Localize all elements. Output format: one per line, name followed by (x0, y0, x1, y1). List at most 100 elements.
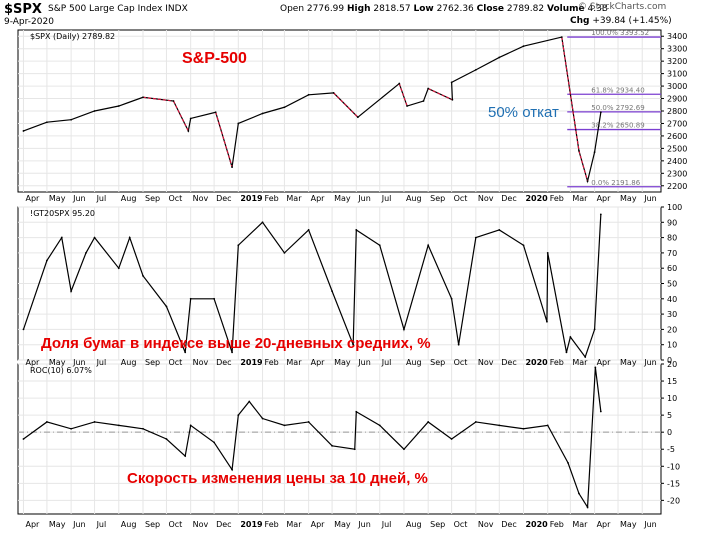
x-tick-label: Nov (478, 358, 494, 367)
data-point (213, 297, 216, 300)
x-tick-label: Nov (478, 194, 494, 203)
data-point (283, 252, 286, 254)
down-segment (333, 92, 359, 118)
y-tick-label: 20 (667, 325, 677, 334)
data-point (474, 236, 477, 239)
data-point (569, 336, 572, 338)
y-tick-label: 90 (667, 218, 677, 227)
y-tick-label: 10 (667, 394, 677, 403)
data-point (522, 45, 525, 48)
data-point (213, 441, 216, 444)
x-tick-label: May (49, 194, 66, 203)
x-tick-label: Feb (265, 520, 279, 529)
x-tick-label: 2019 (240, 194, 263, 203)
panel-label: $SPX (Daily) 2789.82 (30, 32, 115, 41)
data-point (85, 252, 87, 254)
x-tick-label: Jun (72, 194, 86, 203)
data-point (237, 122, 240, 125)
y-tick-label: -5 (667, 445, 675, 454)
data-point (70, 427, 73, 430)
x-tick-label: Feb (550, 358, 564, 367)
y-tick-label: 80 (667, 234, 677, 243)
x-tick-label: Feb (265, 358, 279, 367)
data-point (231, 166, 233, 168)
x-tick-label: Aug (406, 358, 422, 367)
y-tick-label: 10 (667, 341, 677, 350)
low-value: 2762.36 (436, 4, 474, 14)
watermark: © StockCharts.com (578, 2, 667, 12)
data-point (599, 213, 602, 216)
data-point (522, 244, 525, 247)
x-tick-label: 2019 (240, 358, 263, 367)
x-tick-label: Jun (643, 194, 657, 203)
x-tick-label: Apr (311, 358, 326, 367)
x-tick-label: Oct (168, 520, 182, 529)
roc-annotation: Скорость изменения цены за 10 дней, % (127, 470, 428, 487)
data-point (46, 259, 48, 262)
x-tick-label: Jun (357, 520, 371, 529)
index-name: S&P 500 Large Cap Index INDX (48, 4, 188, 14)
y-tick-label: 0 (667, 356, 672, 365)
data-point (578, 492, 580, 495)
x-tick-label: 2019 (240, 520, 263, 529)
data-point (451, 98, 454, 101)
data-point (498, 56, 501, 59)
x-tick-label: May (620, 194, 637, 203)
data-point (184, 351, 187, 354)
down-segment (172, 100, 189, 132)
data-point (46, 421, 48, 423)
data-point (261, 417, 264, 420)
data-point (237, 244, 240, 247)
data-point (474, 421, 477, 423)
x-tick-label: Sep (145, 358, 160, 367)
data-point (403, 328, 405, 331)
data-point (231, 351, 233, 354)
x-tick-label: Mar (572, 194, 588, 203)
data-point (427, 244, 430, 247)
x-tick-label: May (49, 358, 66, 367)
data-point (593, 151, 596, 154)
x-tick-label: Feb (550, 194, 564, 203)
y-tick-label: 3400 (667, 32, 687, 41)
y-tick-label: 3100 (667, 70, 687, 79)
data-point (498, 424, 501, 427)
x-tick-label: Apr (597, 358, 612, 367)
x-tick-label: Oct (168, 358, 182, 367)
fib-label: 38.2% 2650.89 (591, 122, 644, 130)
series-line (23, 367, 602, 510)
data-point (165, 438, 168, 440)
data-point (599, 410, 602, 413)
data-point (427, 421, 430, 423)
panel-label: !GT20SPX 95.20 (30, 209, 95, 218)
down-segment (215, 112, 233, 168)
data-point (93, 421, 96, 423)
data-point (189, 424, 192, 427)
data-point (353, 448, 356, 451)
down-segment (427, 88, 453, 101)
down-segment (398, 83, 408, 107)
data-point (331, 290, 333, 293)
panel-1: 0 10 20 30 40 50 60 70 80 90 100 !GT20SPX 95.20 (17, 203, 682, 365)
y-tick-label: 2900 (667, 95, 687, 104)
x-tick-label: Apr (25, 194, 40, 203)
x-tick-label: Apr (25, 358, 40, 367)
data-point (248, 400, 251, 403)
data-point (189, 297, 192, 300)
data-point (117, 424, 120, 427)
x-tick-label: Nov (193, 194, 209, 203)
data-point (93, 236, 96, 239)
ticker-symbol: $SPX (4, 2, 42, 17)
down-segment (142, 96, 174, 102)
close-value: 2789.82 (506, 4, 545, 14)
open-value: 2776.99 (306, 4, 345, 14)
data-point (427, 87, 430, 90)
x-tick-label: Jun (643, 520, 657, 529)
down-segment (578, 150, 589, 182)
x-tick-label: Sep (430, 194, 445, 203)
data-point (522, 427, 525, 430)
data-point (189, 117, 192, 120)
x-tick-label: Dec (501, 194, 516, 203)
y-tick-label: 2500 (667, 144, 687, 153)
data-point (457, 343, 460, 346)
